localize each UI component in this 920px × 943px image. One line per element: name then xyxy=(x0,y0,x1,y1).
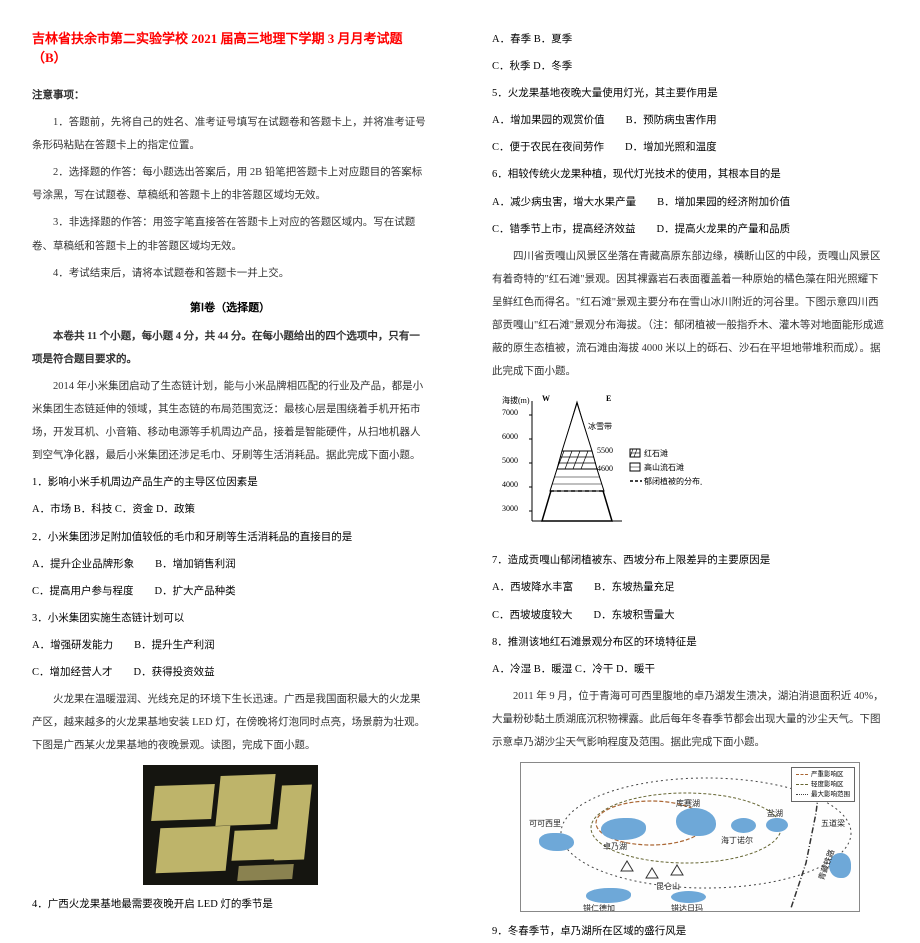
q1-options: A．市场 B．科技 C．资金 D．政策 xyxy=(32,498,428,521)
svg-text:海拔(m): 海拔(m) xyxy=(502,395,530,405)
svg-text:红石滩: 红石滩 xyxy=(644,448,668,458)
q5-opts-b: C．便于农民在夜间劳作 D．增加光照和温度 xyxy=(492,136,888,159)
map-label-haiding: 海丁诺尔 xyxy=(721,835,753,846)
legend-severe: 严重影响区 xyxy=(811,771,844,778)
map-label-wudao: 五道梁 xyxy=(821,818,845,829)
mountain-diagram-box: 7000 6000 5000 4000 3000 海拔(m) xyxy=(502,391,888,541)
q5-opts-a: A．增加果园的观赏价值 B．预防病虫害作用 xyxy=(492,109,888,132)
part1-title: 第Ⅰ卷（选择题） xyxy=(32,299,428,315)
map-label-kusai: 库赛湖 xyxy=(676,798,700,809)
question-4: 4．广西火龙果基地最需要夜晚开启 LED 灯的季节是 xyxy=(32,893,428,916)
q8-options: A．冷湿 B．暖湿 C．冷干 D．暖干 xyxy=(492,658,888,681)
map-label-zhuonai: 卓乃湖 xyxy=(603,841,627,852)
question-6: 6．相较传统火龙果种植，现代灯光技术的使用，其根本目的是 xyxy=(492,163,888,186)
left-column: 吉林省扶余市第二实验学校 2021 届高三地理下学期 3 月月考试题（B） 注意… xyxy=(0,0,460,920)
zhuonai-map: 可可西里 卓乃湖 库赛湖 海丁诺尔 盐湖 昆仑山 五道梁 青藏铁路 错仁德加 错… xyxy=(520,762,860,912)
doc-title: 吉林省扶余市第二实验学校 2021 届高三地理下学期 3 月月考试题（B） xyxy=(32,28,428,66)
q2-opts-a: A．提升企业品牌形象 B．增加销售利润 xyxy=(32,553,428,576)
map-label-cuoda: 错达日玛 xyxy=(671,903,703,912)
q4-opts-2: C．秋季 D．冬季 xyxy=(492,55,888,78)
q7-opts-b: C．西坡坡度较大 D．东坡积雪量大 xyxy=(492,604,888,627)
map-label-yanhu: 盐湖 xyxy=(767,808,783,819)
svg-text:5500: 5500 xyxy=(597,446,613,455)
notice-1: 1．答题前，先将自己的姓名、准考证号填写在试题卷和答题卡上，并将准考证号条形码粘… xyxy=(32,111,428,157)
svg-text:4600: 4600 xyxy=(597,464,613,473)
question-1: 1．影响小米手机周边产品生产的主导区位因素是 xyxy=(32,471,428,494)
svg-text:冰雪带: 冰雪带 xyxy=(588,421,612,431)
question-5: 5．火龙果基地夜晚大量使用灯光，其主要作用是 xyxy=(492,82,888,105)
svg-text:高山流石滩: 高山流石滩 xyxy=(644,462,684,472)
q6-opts-b: C．错季节上市，提高经济效益 D．提高火龙果的产量和品质 xyxy=(492,218,888,241)
map-box: 可可西里 卓乃湖 库赛湖 海丁诺尔 盐湖 昆仑山 五道梁 青藏铁路 错仁德加 错… xyxy=(492,762,888,912)
q4-opts-1: A．春季 B．夏季 xyxy=(492,28,888,51)
map-label-mts: 昆仑山 xyxy=(656,881,680,892)
q3-opts-a: A．增强研发能力 B．提升生产利润 xyxy=(32,634,428,657)
svg-text:7000: 7000 xyxy=(502,408,518,417)
svg-text:郁闭植被的分布上限: 郁闭植被的分布上限 xyxy=(644,476,702,486)
map-legend: 严重影响区 轻度影响区 最大影响范围 xyxy=(791,767,855,802)
mountain-diagram: 7000 6000 5000 4000 3000 海拔(m) xyxy=(502,391,702,541)
question-3: 3．小米集团实施生态链计划可以 xyxy=(32,607,428,630)
passage-2: 火龙果在温暖湿润、光线充足的环境下生长迅速。广西是我国面积最大的火龙果产区，越来… xyxy=(32,688,428,757)
photo-box xyxy=(32,765,428,885)
question-9: 9．冬春季节，卓乃湖所在区域的盛行风是 xyxy=(492,920,888,943)
notice-3: 3．非选择题的作答：用签字笔直接答在答题卡上对应的答题区域内。写在试题卷、草稿纸… xyxy=(32,211,428,257)
legend-light: 轻度影响区 xyxy=(811,781,844,788)
passage-4: 2011 年 9 月，位于青海可可西里腹地的卓乃湖发生溃决，湖泊消退面积近 40… xyxy=(492,685,888,754)
notice-head: 注意事项： xyxy=(32,84,428,107)
map-label-cuoren: 错仁德加 xyxy=(583,903,615,912)
question-7: 7．造成贡嘎山郁闭植被东、西坡分布上限差异的主要原因是 xyxy=(492,549,888,572)
question-8: 8．推测该地红石滩景观分布区的环境特征是 xyxy=(492,631,888,654)
svg-text:E: E xyxy=(606,394,611,403)
map-label-kkxl: 可可西里 xyxy=(529,818,561,829)
svg-text:6000: 6000 xyxy=(502,432,518,441)
q2-opts-b: C．提高用户参与程度 D．扩大产品种类 xyxy=(32,580,428,603)
notice-4: 4．考试结束后，请将本试题卷和答题卡一并上交。 xyxy=(32,262,428,285)
svg-text:W: W xyxy=(542,394,550,403)
part1-instr: 本卷共 11 个小题，每小题 4 分，共 44 分。在每小题给出的四个选项中，只… xyxy=(32,325,428,371)
passage-1: 2014 年小米集团启动了生态链计划，能与小米品牌相匹配的行业及产品，都是小米集… xyxy=(32,375,428,467)
right-column: A．春季 B．夏季 C．秋季 D．冬季 5．火龙果基地夜晚大量使用灯光，其主要作… xyxy=(460,0,920,920)
notice-2: 2．选择题的作答：每小题选出答案后，用 2B 铅笔把答题卡上对应题目的答案标号涂… xyxy=(32,161,428,207)
q3-opts-b: C．增加经营人才 D．获得投资效益 xyxy=(32,661,428,684)
question-2: 2．小米集团涉足附加值较低的毛巾和牙刷等生活消耗品的直接目的是 xyxy=(32,526,428,549)
svg-text:5000: 5000 xyxy=(502,456,518,465)
passage-3: 四川省贡嘎山风景区坐落在青藏高原东部边缘，横断山区的中段，贡嘎山风景区有着奇特的… xyxy=(492,245,888,384)
q6-opts-a: A．减少病虫害，增大水果产量 B．增加果园的经济附加价值 xyxy=(492,191,888,214)
svg-text:4000: 4000 xyxy=(502,480,518,489)
q7-opts-a: A．西坡降水丰富 B．东坡热量充足 xyxy=(492,576,888,599)
dragon-fruit-photo xyxy=(143,765,318,885)
legend-max: 最大影响范围 xyxy=(811,791,850,798)
svg-text:3000: 3000 xyxy=(502,504,518,513)
